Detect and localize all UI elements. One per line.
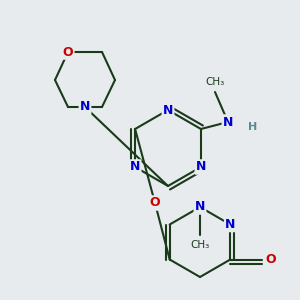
Text: N: N bbox=[196, 160, 206, 173]
Text: N: N bbox=[163, 103, 173, 116]
Text: H: H bbox=[248, 122, 258, 132]
Text: O: O bbox=[63, 46, 73, 59]
Text: N: N bbox=[225, 218, 236, 231]
Text: N: N bbox=[130, 160, 140, 173]
Text: CH₃: CH₃ bbox=[206, 77, 225, 87]
Text: CH₃: CH₃ bbox=[190, 240, 210, 250]
Text: O: O bbox=[150, 196, 160, 209]
Text: N: N bbox=[80, 100, 90, 113]
Text: N: N bbox=[223, 116, 233, 128]
Text: O: O bbox=[265, 253, 276, 266]
Text: N: N bbox=[195, 200, 205, 214]
